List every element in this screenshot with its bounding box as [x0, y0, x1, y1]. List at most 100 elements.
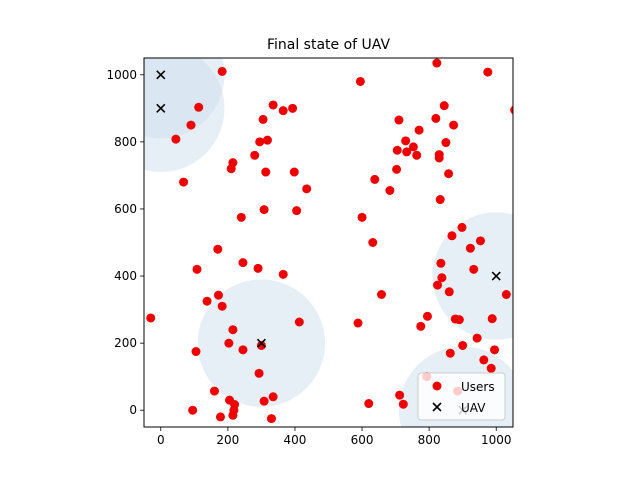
x-tick-label: 200	[216, 433, 239, 447]
user-point	[355, 76, 365, 86]
user-point	[353, 318, 363, 328]
legend-users-marker	[432, 381, 442, 391]
y-tick-label: 600	[114, 202, 137, 216]
user-point	[431, 113, 441, 123]
user-point	[302, 184, 312, 194]
user-point	[475, 236, 485, 246]
user-point	[483, 67, 493, 77]
user-point	[458, 340, 468, 350]
user-points	[146, 58, 513, 424]
user-point	[259, 205, 269, 215]
user-point	[432, 58, 442, 68]
x-tick-label: 800	[418, 433, 441, 447]
uav-marker	[156, 103, 166, 113]
user-point	[289, 167, 299, 177]
x-tick-label: 600	[351, 433, 374, 447]
user-point	[486, 363, 496, 373]
user-point	[188, 405, 198, 415]
user-point	[202, 296, 212, 306]
coverage-area	[144, 58, 225, 173]
user-point	[479, 355, 489, 365]
user-point	[228, 325, 238, 335]
user-point	[402, 147, 412, 157]
x-axis-ticks: 0 200 400 600 800 1000	[157, 427, 512, 447]
y-tick-label: 0	[129, 403, 137, 417]
x-tick-label: 1000	[481, 433, 512, 447]
user-point	[238, 258, 248, 268]
y-tick-label: 400	[114, 269, 137, 283]
user-point	[490, 345, 500, 355]
user-point	[238, 345, 248, 355]
user-point	[228, 158, 238, 168]
user-point	[186, 120, 196, 130]
user-point	[401, 136, 411, 146]
y-tick-label: 800	[114, 135, 137, 149]
user-point	[447, 231, 457, 241]
user-point	[236, 212, 246, 222]
user-point	[194, 102, 204, 112]
uav-marker	[256, 338, 266, 348]
user-point	[377, 289, 387, 299]
user-point	[256, 340, 266, 350]
user-point	[465, 243, 475, 253]
user-point	[288, 103, 298, 113]
coverage-area	[432, 212, 513, 340]
user-point	[258, 114, 268, 124]
user-point	[469, 264, 479, 274]
user-point	[436, 258, 446, 268]
user-point	[213, 290, 223, 300]
user-point	[179, 177, 189, 187]
user-point	[434, 153, 444, 163]
user-point	[394, 115, 404, 125]
user-point	[435, 195, 445, 205]
user-point	[412, 150, 422, 160]
user-point	[368, 238, 378, 247]
user-point	[444, 169, 454, 179]
user-point	[191, 347, 201, 357]
user-point	[259, 396, 269, 406]
user-point	[292, 206, 302, 216]
user-point	[398, 399, 408, 409]
uav-marker-stroke	[156, 103, 166, 113]
user-point	[364, 399, 374, 409]
user-point	[445, 348, 455, 358]
plot-area	[144, 58, 513, 427]
user-point	[444, 287, 454, 297]
user-point	[357, 212, 367, 222]
uav-marker-stroke	[491, 271, 501, 281]
user-point	[414, 125, 424, 135]
uav-marker-stroke	[256, 338, 266, 348]
legend: Users UAV	[417, 372, 506, 421]
x-tick-label: 0	[157, 433, 165, 447]
y-tick-label: 1000	[106, 68, 137, 82]
uav-marker	[491, 271, 501, 281]
user-point	[449, 120, 459, 130]
user-point	[437, 273, 447, 283]
user-point	[472, 333, 482, 343]
user-point	[209, 386, 219, 396]
user-point	[385, 186, 395, 196]
user-point	[268, 392, 278, 402]
user-point	[370, 174, 380, 184]
user-point	[215, 412, 225, 422]
user-point	[217, 66, 227, 76]
legend-uav-marker	[432, 402, 442, 412]
user-point	[250, 150, 260, 160]
user-point	[395, 390, 405, 400]
user-point	[254, 368, 264, 378]
user-point	[146, 313, 156, 323]
user-point	[278, 269, 288, 279]
user-point	[433, 280, 443, 290]
legend-uav-label: UAV	[461, 401, 486, 415]
user-point	[416, 321, 426, 331]
uav-marker-stroke	[156, 70, 166, 80]
user-point	[454, 315, 464, 325]
user-point	[255, 137, 265, 147]
user-point	[501, 289, 511, 299]
user-point	[261, 167, 271, 177]
y-axis-ticks: 0 200 400 600 800 1000	[106, 68, 144, 417]
user-point	[171, 134, 181, 144]
user-point	[268, 100, 278, 110]
